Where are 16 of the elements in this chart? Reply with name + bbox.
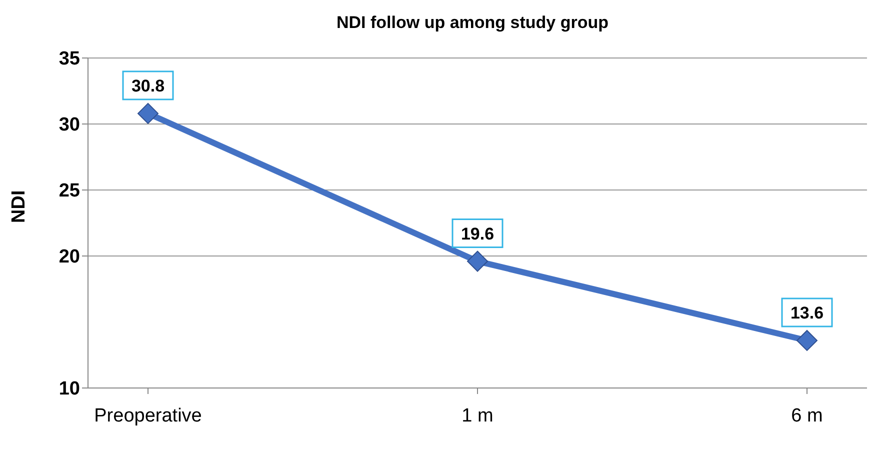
- y-tick-label: 30: [58, 114, 80, 136]
- data-label: 13.6: [790, 303, 824, 322]
- y-tick-label: 35: [58, 48, 80, 70]
- point: [138, 102, 158, 124]
- x-tick-label: 6 m: [791, 405, 823, 426]
- point: [796, 330, 818, 351]
- y-tick-label: 20: [58, 246, 80, 268]
- chart-title: NDI follow up among study group: [336, 12, 610, 34]
- data-label: 30.8: [131, 76, 165, 96]
- y-tick-label: 25: [58, 180, 80, 202]
- x-tick-label: Preoperative: [94, 405, 202, 426]
- y-tick-label: 10: [58, 378, 80, 400]
- data-label: 19.6: [460, 224, 494, 244]
- point: [467, 250, 488, 272]
- x-tick-label: 1 m: [462, 405, 494, 426]
- y-axis-title: NDI: [8, 190, 30, 223]
